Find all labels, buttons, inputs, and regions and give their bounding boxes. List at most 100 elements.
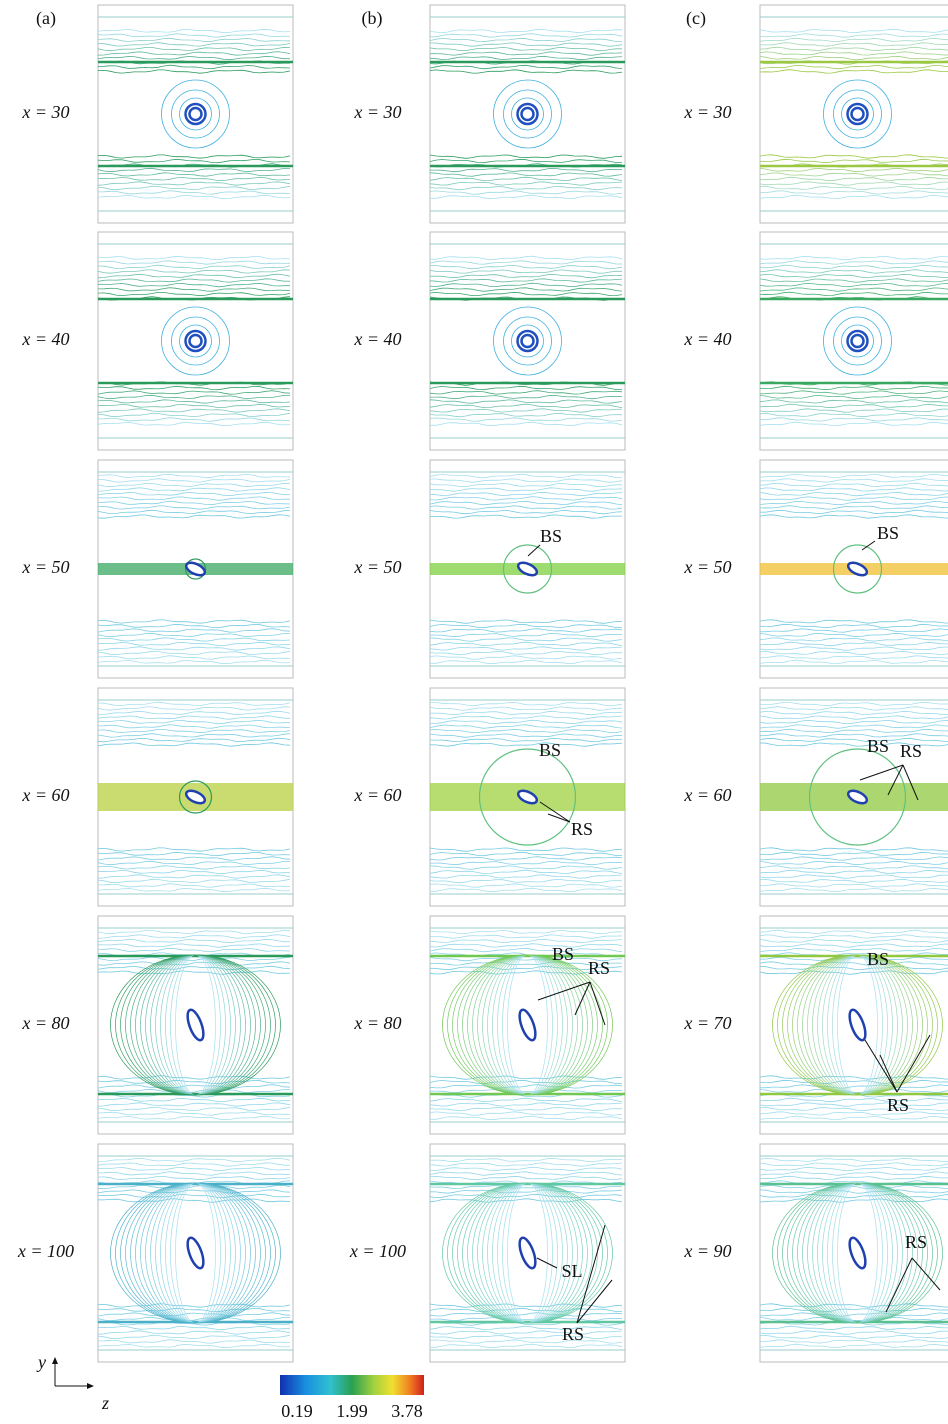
- contour-line: [429, 46, 622, 52]
- contour-line: [759, 947, 948, 953]
- contour-line: [759, 887, 948, 893]
- contour-line: [97, 943, 290, 948]
- contour-line: [759, 408, 948, 413]
- annotation: BS: [539, 740, 561, 760]
- vortex-contour: [841, 324, 874, 358]
- contour-line: [97, 291, 291, 297]
- annotation: RS: [905, 1232, 927, 1252]
- contour-line: [430, 194, 623, 200]
- contour-line: [97, 385, 291, 391]
- contour-line: [759, 650, 948, 656]
- contour-line: [759, 55, 948, 61]
- vortex-contour: [511, 97, 544, 131]
- contour-line: [97, 929, 291, 935]
- contour-line: [759, 715, 948, 720]
- contour-line: [97, 390, 291, 395]
- contour-line: [759, 260, 948, 265]
- contour-line: [759, 1079, 948, 1085]
- contour-line: [97, 403, 291, 409]
- contour-line: [97, 500, 291, 506]
- contour-line: [429, 715, 623, 720]
- contour-line: [429, 641, 623, 647]
- station-label: x = 100: [349, 1241, 406, 1261]
- leader-line: [861, 540, 876, 551]
- contour-line: [429, 865, 623, 870]
- contour-line: [759, 1075, 948, 1080]
- contour-line: [97, 947, 291, 953]
- contour-line: [759, 938, 948, 944]
- vortex-contour: [161, 79, 230, 149]
- contour-line: [97, 729, 291, 734]
- leader-line: [574, 981, 591, 1016]
- contour-line: [759, 706, 948, 711]
- contour-line: [429, 482, 622, 488]
- contour-line: [97, 1075, 291, 1080]
- station-label: x = 90: [683, 1241, 731, 1261]
- contour-line: [430, 394, 623, 400]
- contour-line: [97, 408, 291, 413]
- colorbar-tick-label: 1.99: [336, 1401, 368, 1421]
- contour-line: [429, 64, 623, 70]
- contour-line: [759, 264, 948, 270]
- contour-line: [429, 154, 623, 159]
- contour-line: [759, 514, 948, 519]
- contour-line: [759, 190, 948, 195]
- contour-line: [97, 961, 291, 966]
- contour-line: [429, 1171, 623, 1176]
- contour-panel: [759, 1143, 948, 1363]
- contour-line: [97, 154, 291, 159]
- contour-line: [429, 496, 623, 501]
- contour-line: [97, 706, 291, 711]
- contour-line: [429, 929, 622, 935]
- contour-line: [759, 46, 948, 52]
- contour-line: [759, 1180, 948, 1185]
- annotation: RS: [562, 1324, 584, 1344]
- contour-line: [97, 1171, 291, 1176]
- contour-line: [759, 865, 948, 870]
- contour-panel: [429, 1143, 626, 1363]
- panel-label: (b): [362, 8, 383, 29]
- shock-contour: [110, 1182, 281, 1324]
- contour-line: [97, 1157, 291, 1163]
- contour-line: [429, 500, 623, 506]
- contour-line: [759, 37, 948, 43]
- contour-line: [429, 176, 623, 182]
- annotation: RS: [588, 958, 610, 978]
- contour-line: [97, 194, 291, 200]
- contour-line: [429, 287, 623, 292]
- contour-line: [759, 282, 948, 288]
- contour-line: [759, 860, 948, 866]
- contour-line: [97, 874, 291, 879]
- vortex-contour: [846, 329, 869, 353]
- contour-line: [430, 167, 623, 173]
- contour-line: [97, 719, 290, 725]
- contour-line: [759, 847, 948, 852]
- shock-contour: [110, 954, 281, 1096]
- contour-line: [97, 185, 291, 191]
- contour-line: [759, 655, 948, 660]
- contour-line: [97, 1339, 291, 1344]
- contour-line: [429, 291, 623, 297]
- contour-line: [759, 628, 948, 633]
- contour-line: [97, 1088, 290, 1094]
- contour-line: [97, 260, 291, 265]
- contour-line: [759, 421, 948, 427]
- contour-line: [759, 1193, 948, 1199]
- annotation: BS: [867, 736, 889, 756]
- contour-line: [759, 1316, 948, 1322]
- station-label: x = 80: [21, 1013, 69, 1033]
- contour-line: [430, 255, 623, 261]
- shock-contour: [478, 748, 577, 846]
- shock-contour: [808, 748, 907, 846]
- contour-line: [429, 385, 622, 391]
- contour-line: [759, 478, 948, 483]
- contour-line: [97, 482, 291, 488]
- contour-line: [759, 1343, 948, 1349]
- contour-line: [97, 1330, 291, 1335]
- contour-line: [97, 1325, 291, 1330]
- contour-line: [97, 701, 291, 707]
- contour-line: [430, 1316, 623, 1322]
- contour-line: [759, 1198, 948, 1203]
- panel-frame: [97, 231, 294, 451]
